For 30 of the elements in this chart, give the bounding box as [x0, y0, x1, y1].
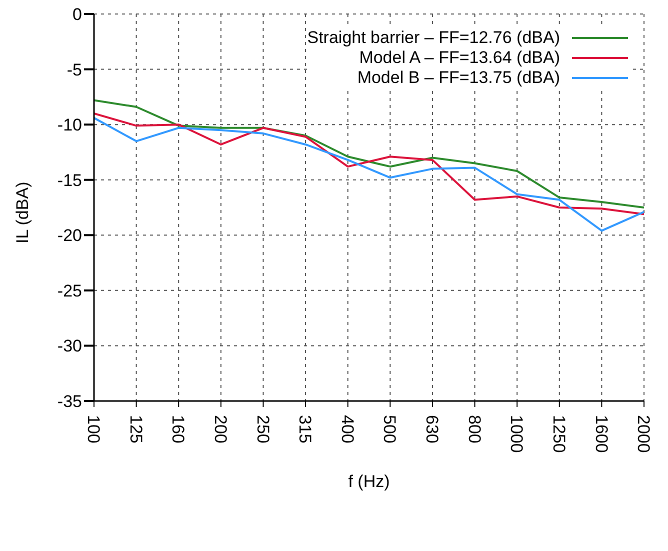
legend-label: Straight barrier – FF=12.76 (dBA) [307, 28, 560, 48]
y-tick-label: -30 [57, 336, 82, 356]
legend-label: Model B – FF=13.75 (dBA) [357, 68, 560, 88]
x-tick-label: 160 [168, 415, 188, 444]
x-tick-label: 1000 [507, 415, 526, 453]
x-tick-label: 100 [84, 415, 104, 444]
line-series [94, 116, 644, 232]
y-tick-label: -25 [57, 281, 82, 300]
y-tick-label: -5 [66, 60, 82, 80]
y-tick-label: 0 [72, 5, 82, 24]
y-axis-title: IL (dBA) [13, 182, 32, 244]
line-series [94, 112, 644, 216]
x-tick-label: 400 [338, 415, 357, 444]
x-tick-label: 800 [464, 415, 484, 444]
x-axis-title: f (Hz) [348, 472, 390, 491]
y-tick-label: -20 [57, 226, 82, 246]
x-tick-label: 1250 [549, 415, 568, 453]
x-tick-label: 250 [253, 415, 272, 444]
x-tick-label: 1600 [592, 415, 611, 453]
x-tick-label: 125 [126, 415, 146, 444]
y-tick-label: -35 [57, 392, 82, 412]
x-tick-label: 500 [380, 415, 400, 444]
line-series [94, 99, 644, 208]
x-tick-label: 200 [210, 415, 230, 444]
x-tick-label: 315 [296, 415, 315, 444]
legend-label: Model A – FF=13.64 (dBA) [359, 48, 560, 68]
x-tick-label: 2000 [634, 415, 654, 453]
x-tick-label: 630 [422, 415, 442, 444]
y-tick-label: -10 [57, 116, 82, 135]
y-tick-label: -15 [57, 170, 82, 190]
